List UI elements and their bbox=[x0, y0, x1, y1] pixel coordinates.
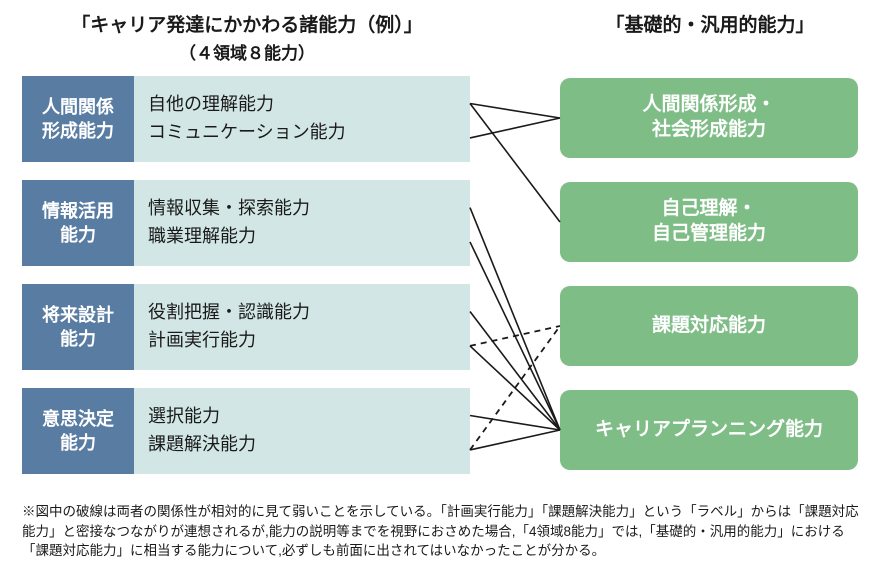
left-row-body: 役割把握・認識能力計画実行能力 bbox=[134, 284, 470, 370]
left-row-body: 選択能力課題解決能力 bbox=[134, 388, 470, 474]
connection-line bbox=[470, 312, 560, 430]
header-left-line1: 「キャリア発達にかかわる諸能力（例）」 bbox=[22, 10, 472, 37]
right-box-line: 社会形成能力 bbox=[652, 118, 766, 143]
connection-line bbox=[470, 118, 560, 138]
right-box: 課題対応能力 bbox=[560, 286, 858, 366]
right-box-line: キャリアプランニング能力 bbox=[595, 418, 823, 443]
connection-line bbox=[470, 104, 560, 222]
left-row-item: 計画実行能力 bbox=[148, 327, 470, 355]
left-row-label: 情報活用能力 bbox=[22, 180, 134, 266]
left-row-label-line: 能力 bbox=[60, 431, 96, 455]
left-row-item: 職業理解能力 bbox=[148, 223, 470, 251]
connection-line bbox=[470, 430, 560, 450]
right-box: 自己理解・自己管理能力 bbox=[560, 182, 858, 262]
right-box-line: 課題対応能力 bbox=[652, 314, 766, 339]
right-box-line: 人間関係形成・ bbox=[642, 93, 775, 118]
left-row-label: 人間関係形成能力 bbox=[22, 76, 134, 162]
header-right: 「基礎的・汎用的能力」 bbox=[555, 10, 865, 37]
connection-line bbox=[470, 104, 560, 118]
left-row-item: 情報収集・探索能力 bbox=[148, 195, 470, 223]
left-row-label-line: 人間関係 bbox=[42, 95, 114, 119]
left-row-label-line: 情報活用 bbox=[42, 199, 114, 223]
left-row-item: 役割把握・認識能力 bbox=[148, 299, 470, 327]
left-row-item: コミュニケーション能力 bbox=[148, 119, 470, 147]
left-row-label-line: 能力 bbox=[60, 223, 96, 247]
left-row-label-line: 能力 bbox=[60, 327, 96, 351]
right-box-line: 自己管理能力 bbox=[652, 222, 766, 247]
left-row-item: 課題解決能力 bbox=[148, 431, 470, 459]
left-row: 情報活用能力情報収集・探索能力職業理解能力 bbox=[22, 180, 470, 266]
header-left-line2: （４領域８能力） bbox=[22, 39, 472, 64]
left-row-label: 意思決定能力 bbox=[22, 388, 134, 474]
left-row: 将来設計能力役割把握・認識能力計画実行能力 bbox=[22, 284, 470, 370]
header-left: 「キャリア発達にかかわる諸能力（例）」 （４領域８能力） bbox=[22, 10, 472, 64]
connection-line bbox=[470, 416, 560, 430]
connection-line bbox=[470, 346, 560, 430]
right-box-line: 自己理解・ bbox=[661, 197, 756, 222]
left-row: 意思決定能力選択能力課題解決能力 bbox=[22, 388, 470, 474]
connection-line bbox=[470, 326, 560, 450]
connection-line bbox=[470, 242, 560, 430]
connection-line bbox=[470, 208, 560, 430]
right-box: キャリアプランニング能力 bbox=[560, 390, 858, 470]
left-row-label: 将来設計能力 bbox=[22, 284, 134, 370]
left-row-item: 選択能力 bbox=[148, 403, 470, 431]
left-row-label-line: 形成能力 bbox=[42, 119, 114, 143]
right-box: 人間関係形成・社会形成能力 bbox=[560, 78, 858, 158]
connection-line bbox=[470, 326, 560, 346]
footnote-text: ※図中の破線は両者の関係性が相対的に見て弱いことを示している。「計画実行能力」「… bbox=[22, 502, 864, 561]
left-row: 人間関係形成能力自他の理解能力コミュニケーション能力 bbox=[22, 76, 470, 162]
left-row-label-line: 将来設計 bbox=[42, 303, 114, 327]
left-row-label-line: 意思決定 bbox=[42, 407, 114, 431]
diagram-root: 「キャリア発達にかかわる諸能力（例）」 （４領域８能力） 「基礎的・汎用的能力」… bbox=[0, 0, 886, 579]
left-row-body: 情報収集・探索能力職業理解能力 bbox=[134, 180, 470, 266]
left-row-item: 自他の理解能力 bbox=[148, 91, 470, 119]
left-row-body: 自他の理解能力コミュニケーション能力 bbox=[134, 76, 470, 162]
